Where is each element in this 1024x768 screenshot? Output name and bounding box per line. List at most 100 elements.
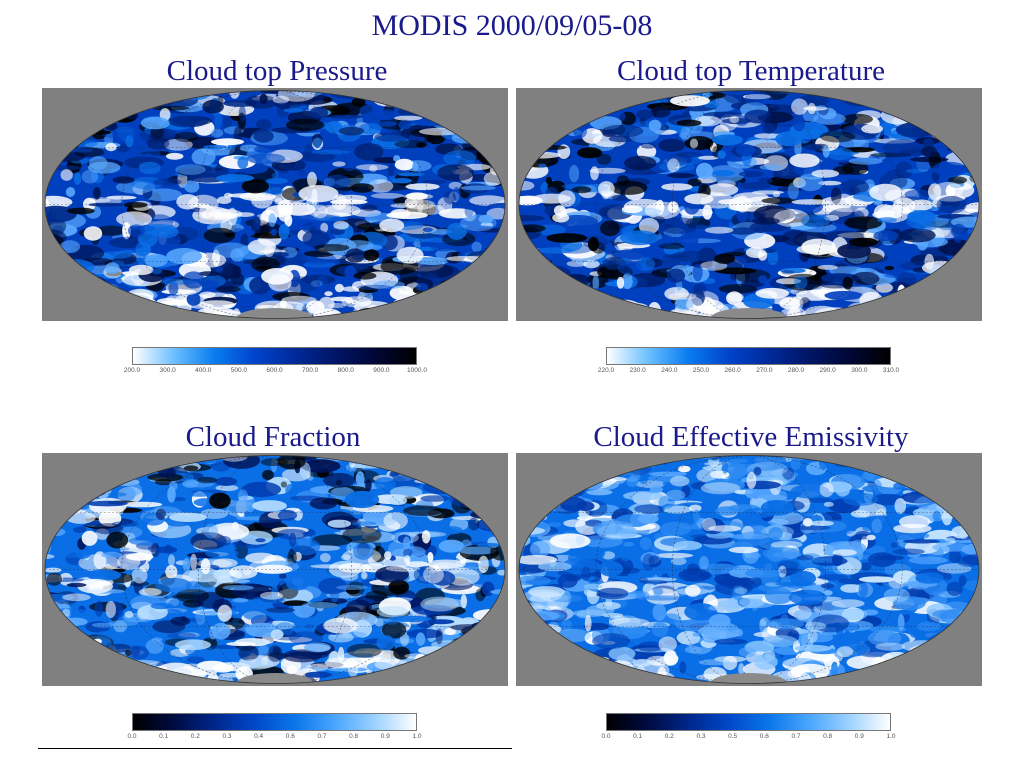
cloud-patch (408, 90, 428, 98)
cloud-patch (753, 466, 762, 476)
cloud-patch (936, 195, 967, 214)
cloud-patch (388, 579, 410, 595)
cloud-patch (209, 492, 231, 509)
cloud-patch (892, 548, 925, 555)
cloud-patch (728, 546, 759, 554)
cloud-patch (170, 616, 191, 626)
cloud-patch (524, 474, 538, 483)
cloud-patch (324, 657, 358, 669)
cloud-patch (437, 455, 465, 457)
cloud-patch (448, 663, 459, 671)
cloud-patch (664, 287, 689, 301)
cloud-patch (960, 612, 977, 618)
cloud-patch (882, 678, 890, 684)
cloud-patch (908, 556, 948, 565)
cloud-patch (574, 300, 589, 314)
cloud-patch (708, 458, 715, 466)
globe-outline (518, 90, 980, 319)
cloud-patch (592, 633, 631, 649)
cloud-patch (241, 179, 270, 194)
cloud-patch (477, 90, 501, 95)
cloud-patch (393, 115, 423, 121)
cloud-patch (340, 240, 375, 252)
cloud-patch (489, 618, 505, 628)
cloud-patch (279, 573, 287, 579)
cloud-patch (476, 145, 493, 164)
cloud-patch (182, 313, 212, 319)
cloud-patch (714, 267, 757, 275)
cloud-patch (963, 490, 979, 508)
cloud-patch (81, 530, 98, 546)
cloud-patch (600, 456, 612, 463)
cloud-patch (45, 476, 64, 488)
globe-outline (44, 455, 506, 684)
cloud-patch (902, 674, 923, 682)
cloud-patch (902, 539, 940, 544)
cloud-patch (449, 90, 475, 98)
cloud-patch (62, 593, 91, 602)
cloud-patch (338, 126, 365, 136)
cloud-patch (685, 584, 701, 597)
cloud-patch (789, 479, 799, 485)
cloud-patch (85, 92, 113, 97)
cloud-patch (87, 488, 108, 493)
cloud-patch (901, 640, 943, 652)
cloud-patch (45, 267, 82, 278)
cloud-patch (132, 309, 140, 316)
cloud-patch (492, 242, 505, 259)
cloud-patch (960, 246, 979, 258)
cloud-patch (353, 542, 374, 560)
polar-no-data (711, 308, 787, 319)
cloud-patch (521, 90, 548, 97)
cloud-patch (873, 230, 899, 242)
cloud-patch (519, 632, 547, 640)
cloud-patch (872, 210, 903, 220)
cloud-patch (446, 222, 467, 240)
cloud-patch (542, 675, 580, 684)
cloud-patch (186, 292, 201, 306)
cloud-patch (451, 643, 481, 655)
cloud-patch (639, 577, 648, 582)
cloud-patch (45, 632, 75, 642)
colorbar-tick-label: 0.9 (854, 733, 864, 740)
cloud-patch (78, 669, 99, 682)
cloud-patch (819, 482, 834, 498)
cloud-patch (91, 103, 130, 112)
cloud-patch (438, 539, 465, 553)
cloud-patch (486, 644, 503, 650)
cloud-patch (45, 90, 54, 104)
cloud-patch (45, 459, 72, 467)
cloud-patch (519, 676, 534, 684)
cloud-patch (907, 118, 924, 126)
cloud-patch (526, 101, 564, 112)
map-svg (518, 455, 980, 684)
cloud-patch (199, 291, 216, 299)
cloud-patch (571, 656, 610, 662)
cloud-patch (884, 272, 924, 279)
cloud-patch (292, 621, 323, 630)
cloud-patch (917, 279, 927, 292)
cloud-patch (725, 604, 741, 613)
cloud-patch (54, 474, 67, 485)
cloud-patch (252, 216, 261, 231)
cloud-patch (822, 145, 830, 158)
cloud-patch (953, 139, 979, 149)
cloud-patch (519, 244, 530, 254)
cloud-patch (530, 314, 539, 319)
cloud-patch (150, 455, 181, 458)
cloud-patch (699, 571, 712, 580)
cloud-patch (585, 604, 615, 616)
cloud-patch (671, 250, 712, 262)
cloud-patch (219, 455, 249, 462)
cloud-patch (519, 268, 534, 280)
cloud-patch (245, 552, 276, 564)
cloud-patch (56, 312, 93, 319)
cloud-patch (761, 197, 797, 204)
cloud-patch (454, 479, 474, 491)
cloud-patch (637, 514, 659, 524)
cloud-patch (547, 284, 580, 298)
cloud-patch (579, 660, 610, 675)
cloud-patch (597, 524, 638, 540)
cloud-patch (121, 294, 133, 307)
cloud-patch (459, 660, 472, 666)
